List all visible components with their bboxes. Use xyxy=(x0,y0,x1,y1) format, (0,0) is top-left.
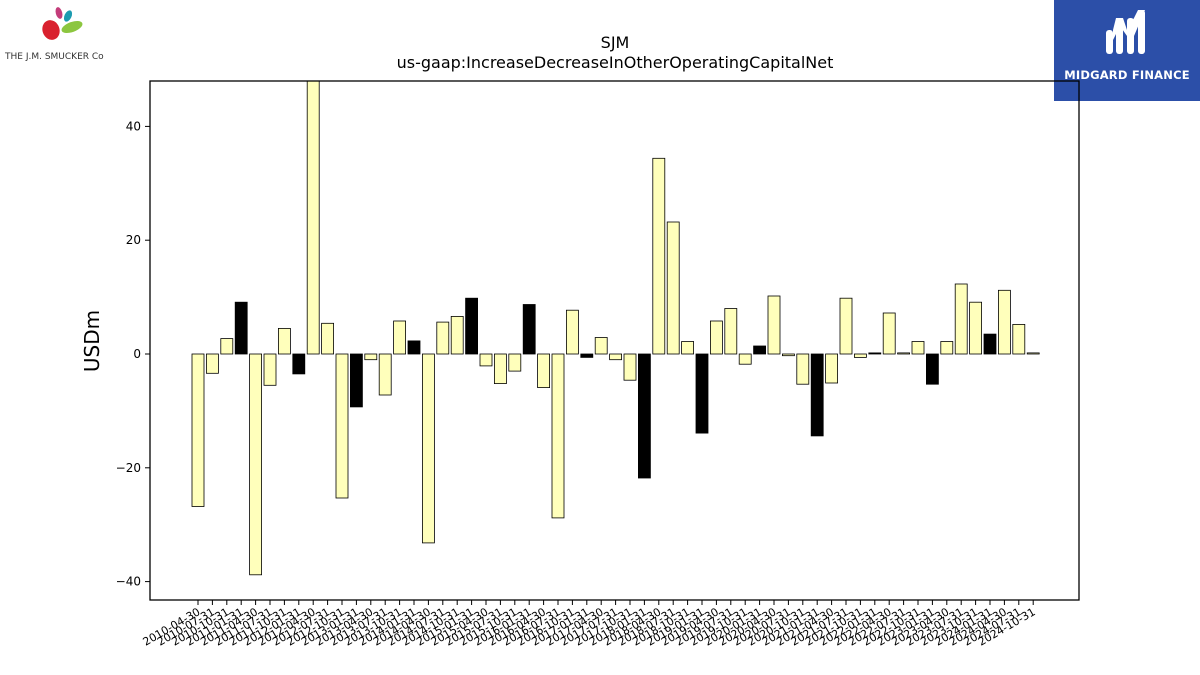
bar xyxy=(292,353,306,375)
bar xyxy=(825,353,838,384)
bar xyxy=(249,353,263,576)
bar xyxy=(436,321,450,355)
bar xyxy=(681,341,694,355)
bar xyxy=(580,353,594,358)
bar xyxy=(493,353,507,385)
bar xyxy=(205,353,219,374)
bar xyxy=(782,353,795,357)
bar xyxy=(537,353,550,388)
bar xyxy=(652,157,666,355)
bar xyxy=(566,309,579,355)
plot-frame xyxy=(149,80,1080,601)
bar xyxy=(364,353,378,361)
y-axis-label: USDm xyxy=(80,310,104,372)
bar xyxy=(1026,352,1040,355)
bar xyxy=(421,353,435,544)
bar xyxy=(839,297,853,355)
bar xyxy=(335,353,349,499)
bar xyxy=(724,308,738,355)
bar xyxy=(465,297,479,355)
y-tick-label: 20 xyxy=(126,233,141,247)
y-tick-label: 40 xyxy=(126,119,141,133)
smucker-logo-text: THE J.M. SMUCKER Co xyxy=(4,52,104,62)
bar xyxy=(393,320,407,355)
smucker-logo-mark: THE J.M. SMUCKER Co xyxy=(4,7,104,62)
bar xyxy=(479,353,493,367)
bar xyxy=(882,312,896,355)
bar xyxy=(753,345,766,355)
y-tick-label: −40 xyxy=(116,575,141,589)
bar xyxy=(191,353,205,507)
midgard-logo-text: MIDGARD FINANCE xyxy=(1064,68,1190,82)
bar xyxy=(623,353,637,381)
y-tick-label: 0 xyxy=(133,347,141,361)
bar xyxy=(349,353,363,408)
bar xyxy=(234,301,248,355)
bar xyxy=(983,333,997,355)
bar xyxy=(810,353,824,437)
bar xyxy=(522,304,536,355)
bar xyxy=(321,322,335,355)
bar xyxy=(854,353,867,358)
bar xyxy=(551,353,565,519)
bar xyxy=(926,353,939,385)
bar xyxy=(897,352,910,355)
bar xyxy=(277,327,291,355)
bar xyxy=(911,341,925,355)
bar xyxy=(306,80,320,355)
bar xyxy=(738,353,752,365)
bar xyxy=(767,295,781,355)
bar xyxy=(638,353,651,479)
bar xyxy=(594,337,608,355)
bar xyxy=(796,353,810,385)
bar xyxy=(1012,323,1026,355)
midgard-logo-mark xyxy=(1106,10,1145,54)
chart-subtitle: us-gaap:IncreaseDecreaseInOtherOperating… xyxy=(397,53,834,72)
bar xyxy=(263,353,277,386)
smucker-logo: THE J.M. SMUCKER Co xyxy=(0,0,130,70)
bar xyxy=(666,221,680,355)
bar xyxy=(378,353,392,396)
y-tick-label: −20 xyxy=(116,461,141,475)
bar xyxy=(940,341,954,355)
bar xyxy=(508,353,522,372)
bar xyxy=(407,340,421,355)
bar xyxy=(868,352,882,355)
bar xyxy=(450,315,464,355)
midgard-finance-logo: MIDGARD FINANCE xyxy=(1054,0,1200,101)
bar xyxy=(609,353,622,361)
bar xyxy=(998,289,1011,355)
chart-title: SJM xyxy=(601,33,630,52)
bar xyxy=(954,283,968,355)
bar xyxy=(695,353,709,434)
bar xyxy=(710,320,723,355)
bar xyxy=(220,338,234,355)
bar xyxy=(969,301,982,355)
